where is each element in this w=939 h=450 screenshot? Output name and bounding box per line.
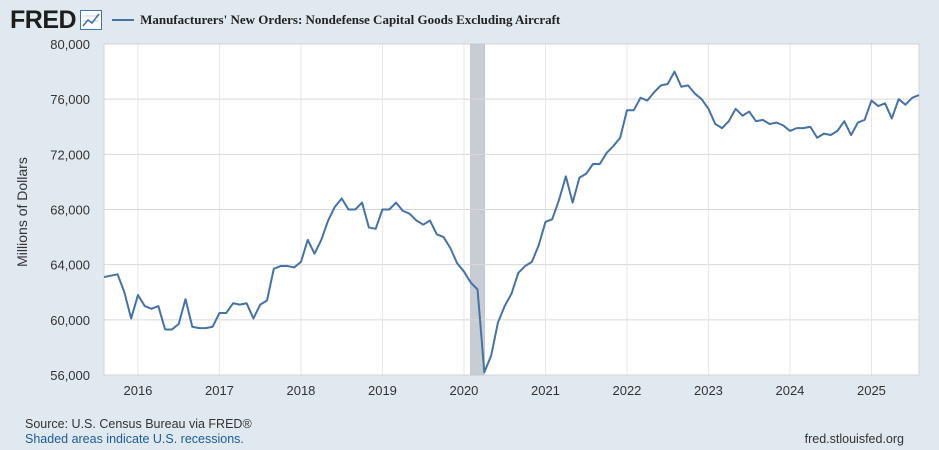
series-line[interactable] (103, 70, 920, 374)
recession-note-link[interactable]: Shaded areas indicate U.S. recessions. (25, 432, 244, 446)
x-tick-label: 2016 (123, 383, 152, 398)
plot-border (103, 43, 920, 376)
y-tick-label: 72,000 (50, 147, 90, 162)
x-tick-label: 2017 (205, 383, 234, 398)
x-tick-label: 2020 (449, 383, 478, 398)
x-tick-label: 2025 (857, 383, 886, 398)
y-tick-label: 60,000 (50, 313, 90, 328)
x-tick-labels: 2016 2017 2018 2019 2020 2021 2022 2023 2024 2025 (123, 383, 885, 398)
x-tick-label: 2023 (694, 383, 723, 398)
y-tick-label: 68,000 (50, 203, 90, 218)
fred-logo[interactable]: FRED (10, 5, 77, 34)
chart-header: FRED Manufacturers' New Orders: Nondefen… (10, 6, 560, 34)
y-tick-label: 80,000 (50, 37, 90, 52)
y-tick-label: 76,000 (50, 92, 90, 107)
legend-line-swatch (112, 19, 135, 21)
x-tick-label: 2018 (286, 383, 315, 398)
y-tick-label: 56,000 (50, 368, 90, 383)
y-tick-label: 64,000 (50, 258, 90, 273)
x-tick-label: 2024 (775, 383, 804, 398)
gridlines (103, 43, 920, 376)
x-tick-label: 2021 (531, 383, 560, 398)
fred-url[interactable]: fred.stlouisfed.org (804, 432, 904, 446)
x-tick-label: 2022 (612, 383, 641, 398)
source-note: Source: U.S. Census Bureau via FRED® (25, 417, 252, 431)
y-tick-labels: 56,000 60,000 64,000 68,000 72,000 76,000 80,0… (50, 37, 90, 383)
chart-title: Manufacturers' New Orders: Nondefense Ca… (140, 12, 561, 27)
fred-chart-icon (80, 10, 103, 30)
x-tick-label: 2019 (368, 383, 397, 398)
